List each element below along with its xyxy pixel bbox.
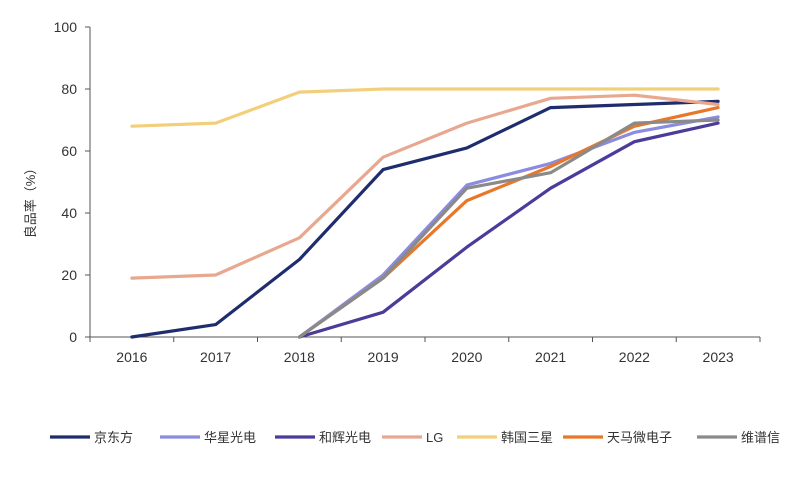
- legend: 京东方 华星光电 和辉光电 LG 韩国三星 天马微电子 维谱信: [50, 430, 780, 445]
- legend-label: 京东方: [94, 430, 133, 445]
- x-tick-label: 2020: [451, 349, 482, 365]
- legend-label: 和辉光电: [319, 430, 371, 445]
- x-tick-label: 2018: [284, 349, 315, 365]
- legend-item: 维谱信: [697, 430, 780, 445]
- y-tick-label: 100: [54, 19, 78, 35]
- legend-item: 天马微电子: [563, 430, 672, 445]
- y-tick-label: 40: [61, 205, 77, 221]
- x-tick-label: 2017: [200, 349, 231, 365]
- legend-item: 华星光电: [160, 430, 256, 445]
- x-tick-label: 2023: [703, 349, 734, 365]
- legend-item: 和辉光电: [275, 430, 371, 445]
- series-line-2: [297, 115, 720, 339]
- legend-label: 华星光电: [204, 430, 256, 445]
- y-axis-label: 良品率（%）: [23, 162, 38, 239]
- legend-label: 维谱信: [741, 430, 780, 445]
- series-line-3: [297, 121, 720, 339]
- y-tick-label: 20: [61, 267, 77, 283]
- legend-item: LG: [382, 430, 443, 445]
- series-line-7: [297, 118, 720, 339]
- legend-label: 韩国三星: [501, 430, 553, 445]
- x-tick-label: 2019: [368, 349, 399, 365]
- x-tick-label: 2016: [116, 349, 147, 365]
- series-line-4: [130, 93, 720, 280]
- series-line-5: [130, 87, 720, 128]
- x-tick-label: 2022: [619, 349, 650, 365]
- series-line-1: [130, 99, 720, 339]
- legend-item: 京东方: [50, 430, 133, 445]
- y-tick-label: 0: [69, 329, 77, 345]
- series-lines: [130, 87, 720, 339]
- legend-label: 天马微电子: [607, 430, 672, 445]
- series-line-6: [297, 105, 720, 339]
- y-tick-label: 60: [61, 143, 77, 159]
- legend-item: 韩国三星: [457, 430, 553, 445]
- x-tick-label: 2021: [535, 349, 566, 365]
- axes: 0 20 40 60 80 100 2016 2017 2018 2019 2020 2021 2022…: [54, 19, 761, 365]
- y-tick-label: 80: [61, 81, 77, 97]
- legend-label: LG: [426, 430, 443, 445]
